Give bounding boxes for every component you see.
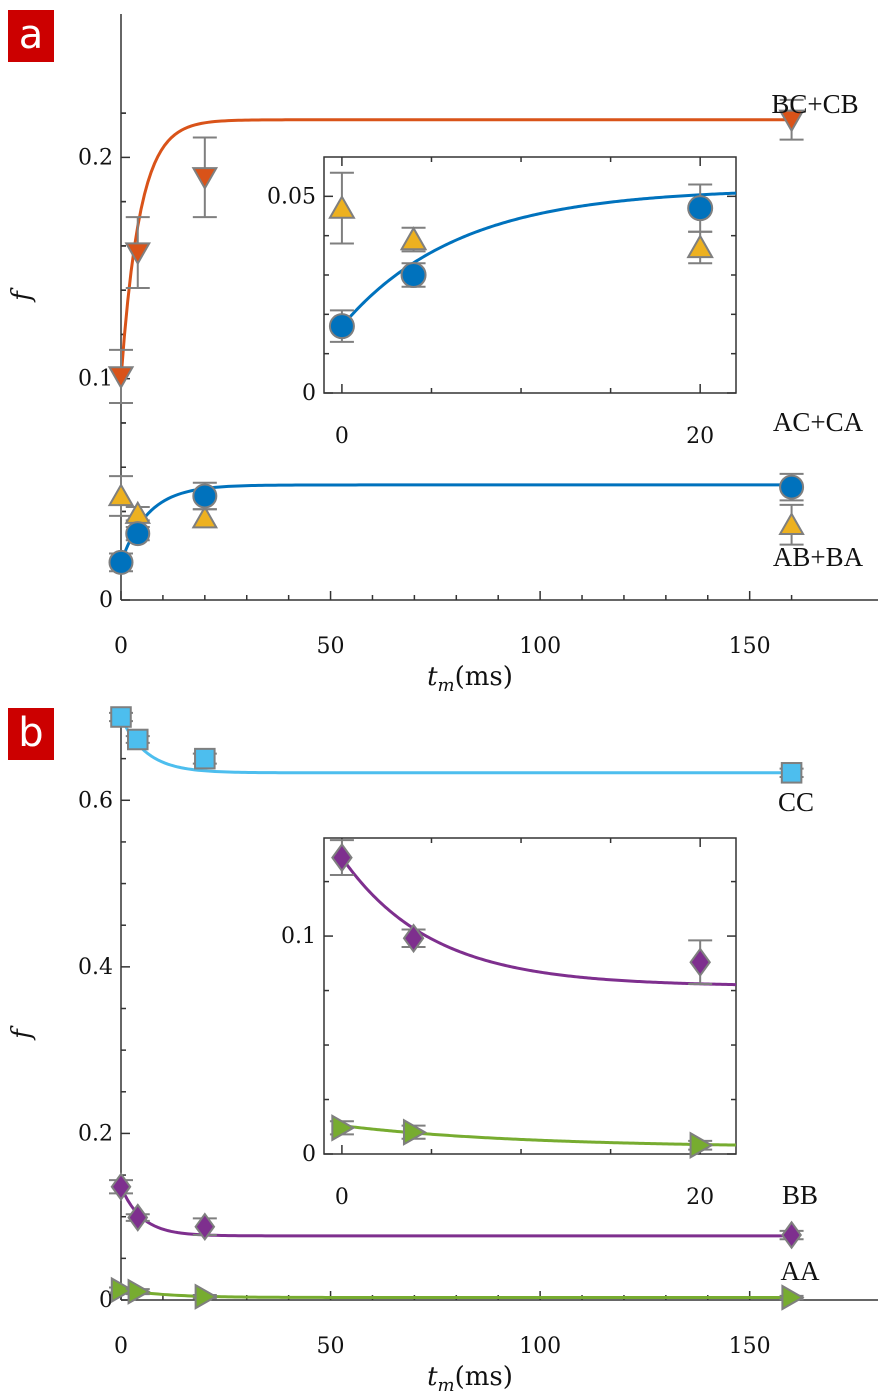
point-ab-ba-2 [192, 483, 218, 509]
panel-a-ticks: 0 0.1 0.2 0 50 100 150 [78, 112, 793, 659]
panel-a-xtick-label: 150 [729, 634, 771, 659]
point-ac-ca-2 [191, 505, 219, 529]
point-ab-ba-1 [125, 521, 151, 547]
inset-point-ab-ba-2 [687, 195, 714, 222]
panel-b-inset-ytick-label: 0 [302, 1142, 316, 1167]
panel-a-inset-data-points [328, 171, 714, 343]
point-ac-ca-0 [107, 483, 135, 507]
panel-b-data-points [109, 706, 805, 1311]
panel-a-fit-curves [119, 118, 792, 563]
panel-a-inset-xtick-label: 20 [686, 424, 714, 449]
label-bb: BB [782, 1180, 818, 1210]
panel-a-inset: 0 0.05 0 20 [267, 156, 737, 449]
inset-point-ab-ba-1 [400, 262, 427, 288]
point-cc-3 [780, 762, 803, 784]
inset-point-bb-1 [402, 923, 425, 954]
point-ac-ca-3 [778, 511, 805, 535]
fit-curve-bb [119, 1186, 792, 1238]
point-bc-cb-0 [107, 366, 135, 390]
point-ab-ba-0 [108, 549, 134, 575]
panel-a-ytick-label: 0.1 [78, 367, 113, 392]
panel-a-ytick-label: 0 [99, 588, 113, 613]
panel-b-inset-frame [323, 837, 737, 1155]
panel-b-inset-xtick-label: 20 [686, 1185, 714, 1210]
label-ac-ca: AC+CA [773, 407, 864, 437]
inset-fit-curve-bb [340, 856, 737, 987]
point-bc-cb-3 [778, 109, 805, 133]
inset-point-bb-0 [331, 842, 353, 873]
point-bc-cb-1 [124, 242, 151, 266]
point-aa-1 [127, 1278, 151, 1305]
panel-b-inset-xtick-label: 0 [335, 1185, 349, 1210]
point-bc-cb-2 [191, 167, 219, 191]
panel-b-xtick-label: 0 [114, 1334, 128, 1359]
panel-a-xtick-label: 0 [114, 634, 128, 659]
fit-curve-bc-cb [119, 118, 792, 379]
panel-b: b 00.20.40.60 50 100 150 f tm(ms) CC BB AA … [7, 706, 878, 1395]
point-aa-2 [194, 1283, 218, 1310]
label-aa: AA [781, 1256, 820, 1286]
panel-a-inset-frame [323, 156, 737, 394]
fit-curve-aa [120, 1287, 792, 1299]
point-bb-1 [127, 1203, 149, 1232]
panel-b-ytick-label: 0 [99, 1288, 113, 1313]
fit-curve-ab-ba [119, 483, 792, 563]
panel-b-xtick-label: 100 [519, 1334, 561, 1359]
panel-b-inset-data-points [329, 839, 714, 1160]
inset-point-ab-ba-0 [328, 313, 355, 340]
inset-point-aa-0 [331, 1114, 356, 1142]
inset-point-aa-2 [689, 1131, 714, 1160]
point-bb-2 [194, 1212, 216, 1242]
panel-a-x-label: tm(ms) [427, 662, 513, 696]
panel-a-inset-xtick-label: 0 [335, 424, 349, 449]
panel-b-inset-ticks: 0 0.1 0 20 [281, 838, 736, 1210]
panel-a-inset-ticks: 0 0.05 0 20 [267, 157, 736, 449]
point-cc-0 [110, 706, 132, 728]
panel-b-badge [8, 708, 54, 760]
label-bc-cb: BC+CB [771, 89, 858, 119]
panel-a-data-points [107, 98, 805, 575]
panel-b-xtick-label: 50 [317, 1334, 345, 1359]
point-aa-3 [781, 1284, 805, 1311]
panel-b-x-label: tm(ms) [427, 1362, 513, 1395]
panel-a: a 00.10.20 50 100 150 f tm(ms) BC+CB AC+CA … [7, 10, 878, 696]
point-cc-2 [194, 747, 216, 770]
point-bb-3 [781, 1220, 803, 1250]
panel-a-ytick-label: 0.2 [78, 145, 113, 170]
panel-b-inset: 0 0.1 0 20 [281, 837, 737, 1210]
fit-curve-cc [119, 716, 792, 775]
point-bb-0 [110, 1172, 132, 1202]
inset-point-ac-ca-2 [686, 234, 714, 259]
inset-point-ac-ca-0 [328, 194, 356, 219]
panel-b-ytick-label: 0.6 [78, 788, 113, 813]
label-cc: CC [778, 787, 814, 817]
panel-a-inset-ytick-label: 0 [302, 381, 316, 406]
panel-a-xtick-label: 50 [317, 634, 345, 659]
panel-b-ticks: 0 0.2 0.4 0.6 0 50 100 150 [78, 716, 793, 1359]
panel-b-fit-curves [119, 716, 792, 1299]
panel-b-y-label: f [7, 1025, 37, 1041]
panel-a-y-label: f [7, 287, 37, 303]
panel-b-inset-ytick-label: 0.1 [281, 924, 316, 949]
point-aa-0 [110, 1276, 134, 1304]
panel-a-inset-ytick-label: 0.05 [267, 184, 316, 209]
inset-point-bb-2 [689, 947, 712, 978]
panel-b-ytick-label: 0.2 [78, 1121, 113, 1146]
panel-a-badge-label: a [19, 12, 44, 58]
panel-a-xtick-label: 100 [519, 634, 561, 659]
panel-b-ytick-label: 0.4 [78, 955, 113, 980]
panel-b-badge-label: b [18, 710, 43, 756]
point-ab-ba-3 [779, 474, 805, 500]
inset-point-aa-1 [402, 1118, 427, 1146]
point-cc-1 [126, 728, 149, 751]
label-ab-ba: AB+BA [773, 542, 864, 572]
panel-b-xtick-label: 150 [729, 1334, 771, 1359]
inset-point-ac-ca-1 [399, 226, 428, 251]
panel-a-badge [8, 10, 54, 62]
